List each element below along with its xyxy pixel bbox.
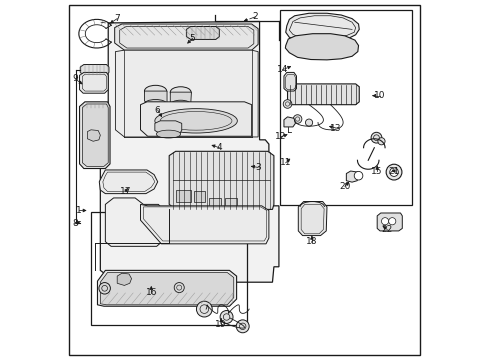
- Bar: [194, 191, 204, 202]
- Circle shape: [388, 218, 395, 225]
- Bar: [280, 10, 411, 205]
- Polygon shape: [285, 34, 358, 60]
- Polygon shape: [284, 117, 295, 127]
- Circle shape: [386, 164, 401, 180]
- Polygon shape: [117, 273, 131, 285]
- Circle shape: [389, 168, 398, 176]
- Text: 22: 22: [381, 225, 392, 234]
- Circle shape: [220, 311, 233, 323]
- Circle shape: [283, 100, 291, 108]
- Text: 21: 21: [388, 167, 399, 176]
- Text: 16: 16: [145, 288, 157, 297]
- Circle shape: [370, 132, 381, 143]
- Bar: [224, 198, 237, 207]
- Polygon shape: [115, 50, 258, 137]
- Text: 11: 11: [280, 158, 291, 167]
- Text: 12: 12: [274, 132, 285, 141]
- Text: 3: 3: [255, 163, 261, 172]
- Ellipse shape: [155, 109, 237, 133]
- Polygon shape: [115, 24, 258, 50]
- Text: 13: 13: [329, 123, 341, 132]
- Polygon shape: [99, 170, 158, 194]
- Polygon shape: [140, 204, 268, 244]
- Text: 15: 15: [371, 167, 382, 176]
- Ellipse shape: [144, 85, 166, 97]
- Polygon shape: [285, 13, 359, 42]
- Polygon shape: [170, 92, 191, 105]
- Polygon shape: [140, 102, 251, 136]
- Polygon shape: [376, 213, 402, 231]
- Text: 20: 20: [339, 182, 350, 191]
- Text: 6: 6: [155, 105, 160, 114]
- Text: 10: 10: [373, 91, 385, 100]
- Polygon shape: [100, 273, 233, 305]
- Bar: [91, 212, 246, 325]
- Text: 8: 8: [72, 219, 78, 228]
- Bar: [208, 198, 221, 207]
- Ellipse shape: [156, 130, 180, 138]
- Polygon shape: [80, 102, 110, 168]
- Text: 19: 19: [215, 320, 226, 329]
- Circle shape: [196, 301, 212, 317]
- Ellipse shape: [144, 99, 166, 108]
- Text: 4: 4: [216, 143, 222, 152]
- Polygon shape: [186, 27, 219, 40]
- Text: 17: 17: [120, 187, 131, 196]
- Polygon shape: [87, 130, 100, 141]
- Circle shape: [293, 115, 301, 123]
- Polygon shape: [284, 72, 296, 91]
- Polygon shape: [80, 64, 109, 75]
- Text: 9: 9: [72, 75, 78, 84]
- Circle shape: [353, 171, 362, 180]
- Polygon shape: [287, 84, 359, 105]
- Text: 1: 1: [76, 206, 81, 215]
- Polygon shape: [100, 22, 278, 282]
- Text: 2: 2: [252, 12, 258, 21]
- Polygon shape: [80, 72, 108, 93]
- Ellipse shape: [170, 100, 191, 109]
- Polygon shape: [105, 198, 162, 246]
- Circle shape: [305, 119, 312, 126]
- Bar: [176, 190, 191, 202]
- Text: 14: 14: [277, 65, 288, 74]
- Ellipse shape: [170, 87, 191, 98]
- Text: 18: 18: [305, 237, 317, 246]
- Polygon shape: [346, 171, 359, 182]
- Text: 7: 7: [114, 14, 120, 23]
- Circle shape: [99, 283, 110, 294]
- Circle shape: [236, 320, 249, 333]
- Polygon shape: [97, 270, 236, 306]
- Text: 5: 5: [189, 34, 195, 43]
- Polygon shape: [298, 202, 326, 235]
- Circle shape: [174, 283, 184, 293]
- Polygon shape: [155, 121, 182, 134]
- Circle shape: [377, 138, 384, 145]
- Polygon shape: [82, 104, 108, 166]
- Polygon shape: [144, 91, 167, 104]
- Circle shape: [381, 218, 388, 225]
- Polygon shape: [169, 151, 273, 210]
